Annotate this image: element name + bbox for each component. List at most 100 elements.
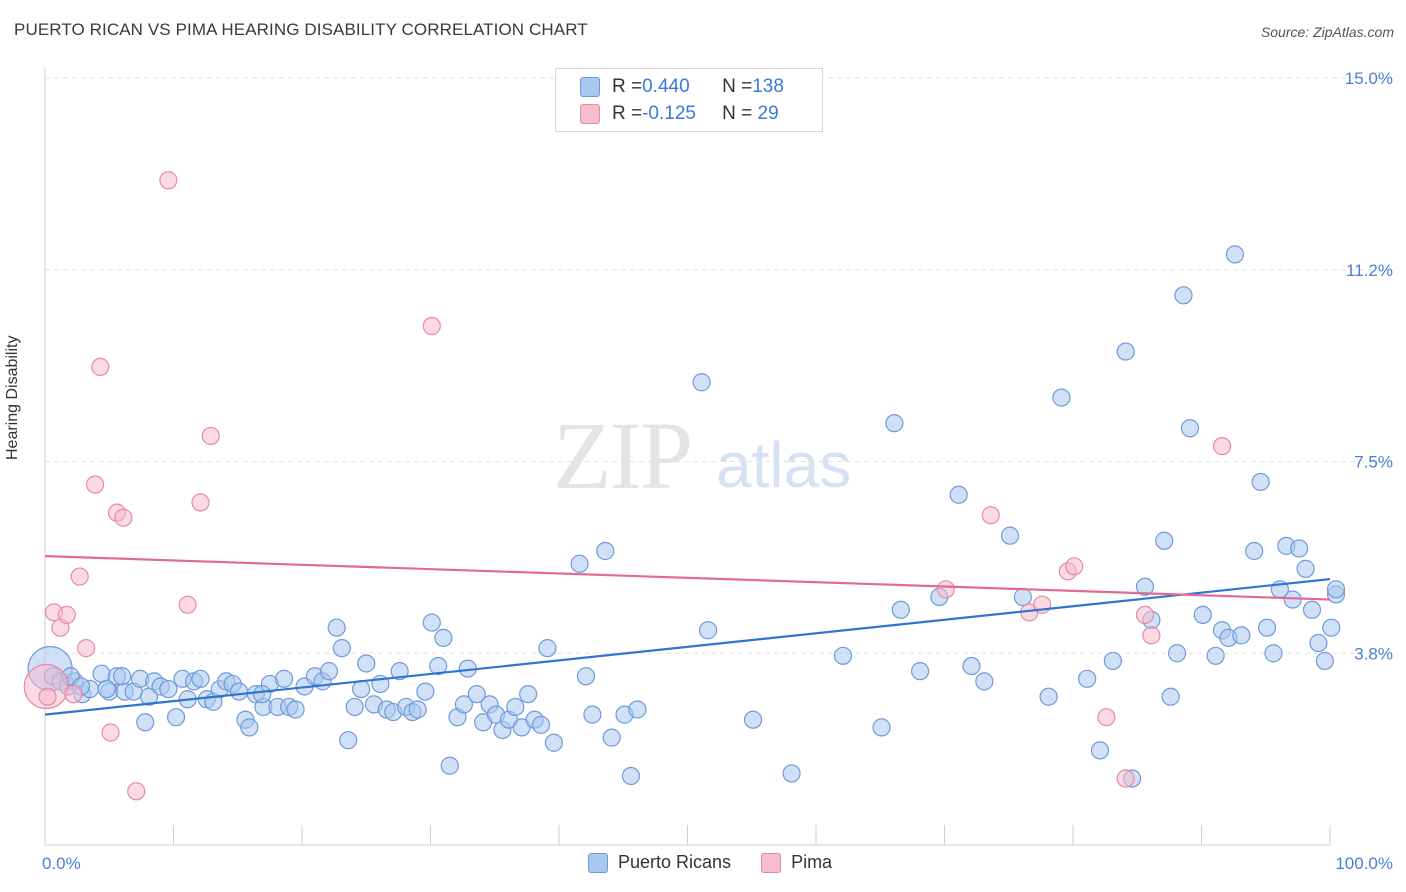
series-legend: Puerto Ricans Pima [588,852,862,873]
legend-item-puerto-ricans: Puerto Ricans [588,852,731,873]
data-point [166,708,186,727]
data-point [1212,437,1232,456]
trend-line [44,554,1331,601]
legend-swatch-blue [580,77,600,97]
data-point [1116,342,1135,361]
data-point [159,679,178,699]
watermark-atlas: atlas [716,429,852,501]
data-point [570,554,589,573]
data-point [1135,577,1155,596]
data-point [1090,741,1110,760]
legend-r-value: 0.440 [642,76,690,97]
data-point [390,662,409,681]
data-point [596,541,615,561]
data-point [962,656,981,676]
data-point [1052,388,1071,407]
y-tick-label: 3.8% [1354,644,1393,663]
data-point [1315,651,1334,671]
data-point [981,506,1000,525]
data-point [454,695,474,714]
legend-r-label: R = [612,103,643,124]
data-point [1180,419,1200,438]
data-point [1251,472,1270,492]
data-point [191,669,210,688]
legend-item-pima: Pima [761,852,832,873]
data-point [949,485,968,504]
data-point [91,357,110,377]
data-point [434,628,453,648]
data-point [112,667,132,686]
legend-r-value: -0.125 [642,103,696,124]
data-point [319,662,339,681]
data-point [274,669,294,688]
data-point [1245,541,1264,561]
data-point [506,697,525,717]
data-point [936,580,955,599]
data-point [201,426,220,446]
data-point [345,697,364,717]
data-point [692,373,711,392]
data-point [86,475,105,494]
legend-row-puerto-ricans: R = 0.440 N = 138 [580,74,784,100]
data-point [77,639,96,658]
data-point [332,639,351,658]
data-point [1167,644,1187,663]
legend-row-pima: R = -0.125 N = 29 [580,101,779,127]
data-point [602,728,621,747]
data-point [114,508,133,527]
data-point [1065,557,1084,576]
data-point [1290,539,1309,558]
data-point [1097,708,1116,727]
data-point [910,662,930,681]
data-point [357,654,376,673]
data-point [833,646,853,665]
data-point [240,718,259,737]
data-point [1326,580,1346,599]
data-point [352,679,371,699]
data-point [1161,687,1180,706]
data-point [57,605,76,625]
data-point [975,672,994,691]
data-point-large [23,663,69,710]
data-point [64,685,83,704]
data-point [1232,626,1251,645]
data-point [872,718,891,737]
legend-n-label: N = [722,76,753,97]
data-point [538,639,557,658]
data-point [544,733,563,752]
data-point [1078,669,1097,688]
data-point [583,705,602,724]
y-tick-label: 11.2% [1346,261,1393,280]
data-point [416,682,435,701]
data-point [1302,600,1322,619]
data-point [1206,646,1225,665]
data-point [191,493,210,512]
data-point [885,414,904,433]
data-point [1257,618,1277,637]
watermark-zip: ZIP [553,402,693,509]
trend-line [44,578,1331,716]
data-point [1322,618,1341,637]
data-point [1193,605,1212,625]
data-point [519,685,538,704]
legend-n-label: N = [722,103,753,124]
data-point [467,685,486,704]
data-point [1013,587,1032,607]
data-point [92,664,111,683]
data-point [1103,651,1122,671]
data-point [229,682,249,701]
data-point [531,715,551,734]
data-point [127,782,146,801]
data-point [743,710,763,729]
data-point [178,595,197,614]
chart-title: PUERTO RICAN VS PIMA HEARING DISABILITY … [14,20,588,39]
data-point [97,679,116,699]
source-label: Source: ZipAtlas.com [1260,24,1394,40]
legend-n-value: 29 [752,103,779,124]
data-point [101,723,120,742]
data-point [1135,605,1155,625]
data-point [429,656,448,676]
data-point [628,700,647,719]
y-tick-label: 15.0% [1345,69,1393,88]
data-point [576,667,596,686]
